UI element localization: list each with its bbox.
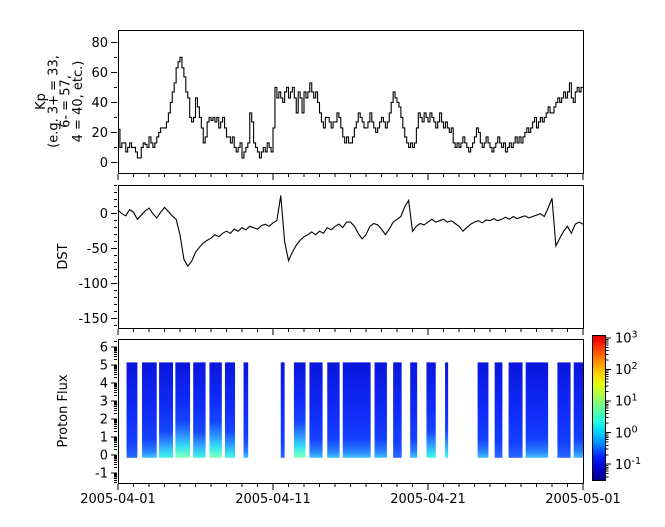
proton-flux-y-tick-label: 5 [100,359,108,374]
kp-y-tick-label: 40 [91,96,108,111]
kp-line [118,56,583,159]
proton-flux-bar [224,362,236,458]
kp-ylabel-line: 6- = 57, [59,75,74,128]
proton-flux-bar [209,362,222,458]
proton-flux-bars [126,362,583,458]
dst-y-tick-label: 0 [100,207,108,222]
proton-flux-panel-border [118,339,584,484]
x-axis-labels: 2005-04-01 2005-04-11 2005-04-21 2005-05-01 [80,492,621,507]
proton-flux-bar [293,362,306,458]
proton-flux-y-tick-label: 6 [100,341,108,356]
proton-flux-y-axis: -1 0 1 2 3 4 5 6 [95,341,117,484]
kp-ylabel-line: (e.g. 3+ = 33, [46,55,61,148]
proton-flux-y-tick-label: 0 [100,449,108,464]
proton-flux-bar [445,362,449,458]
kp-ylabel-line: 4 = 40, etc.) [71,61,86,143]
proton-flux-y-tick-label: -1 [95,467,108,482]
dst-x-axis [117,329,584,335]
proton-flux-bar [142,362,157,458]
proton-flux-bar [280,362,285,458]
dst-panel-border [118,185,584,329]
proton-flux-bar [508,362,523,458]
dst-y-tick-label: -100 [78,277,108,292]
proton-flux-bar [309,362,323,458]
proton-flux-bar [477,362,489,458]
dst-y-tick-label: -150 [78,312,108,327]
kp-panel-border [118,30,584,174]
proton-flux-bar [126,362,138,458]
proton-flux-bar [410,362,418,458]
dst-ylabel-line: DST [56,243,71,269]
proton-flux-y-tick-label: 2 [100,413,108,428]
x-tick-label: 2005-04-11 [235,492,311,507]
proton-flux-y-tick-label: 4 [100,377,108,392]
colorbar-bar [592,335,606,481]
kp-y-tick-label: 60 [91,66,108,81]
proton-flux-y-tick-label: 1 [100,431,108,446]
kp-y-tick-label: 0 [100,156,108,171]
kp-y-tick-label: 20 [91,126,108,141]
dst-y-axis: 0 -50 -100 -150 [78,185,117,327]
proton-flux-bar [159,362,174,458]
proton-flux-bar [557,362,571,458]
colorbar-exponent: 0 [632,424,638,435]
kp-x-axis [117,174,584,180]
kp-y-axis: 0 20 40 60 80 [91,36,117,171]
proton-flux-panel: -1 0 1 2 3 4 5 6 Proton Flux [56,339,584,490]
proton-flux-bar [193,362,206,458]
dst-line [117,195,584,268]
dst-panel: 0 -50 -100 -150 DST [56,185,584,335]
proton-flux-bar [393,362,402,458]
x-tick-label: 2005-04-01 [80,492,156,507]
proton-flux-y-tick-label: 3 [100,395,108,410]
colorbar-exponent: -1 [632,456,641,467]
colorbar-exponent: 3 [632,330,638,341]
proton-flux-bar [342,362,371,458]
proton-flux-bar [525,362,549,458]
colorbar-exponent: 1 [632,393,638,404]
dst-y-tick-label: -50 [87,242,108,257]
proton-flux-bar [327,362,340,458]
kp-ylabel-line: Kp [34,93,49,110]
proton-flux-bar [426,362,436,458]
proton-flux-ylabel-line: Proton Flux [56,374,71,447]
proton-flux-x-axis [117,484,584,490]
x-tick-label: 2005-04-21 [390,492,466,507]
proton-flux-bar [374,362,387,458]
proton-flux-bar [494,362,503,458]
proton-flux-bar [243,362,249,458]
proton-flux-bar [573,362,583,458]
x-tick-label: 2005-05-01 [545,492,621,507]
kp-y-tick-label: 80 [91,36,108,51]
kp-panel: 0 20 40 60 80 Kp(e.g. 3+ = 33,6- = 57,4 = 40,… [34,30,584,180]
proton-flux-bar [175,362,191,458]
colorbar-exponent: 2 [632,361,638,372]
